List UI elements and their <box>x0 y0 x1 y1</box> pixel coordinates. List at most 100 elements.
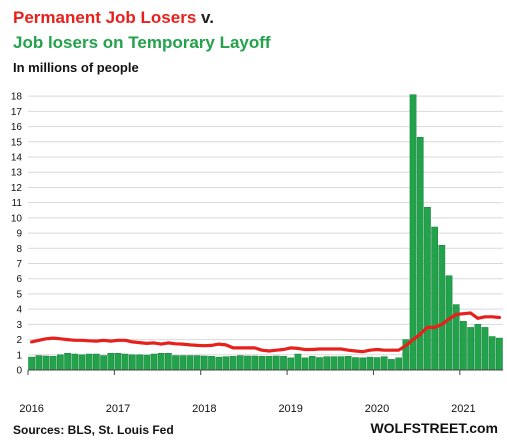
bar <box>460 321 467 371</box>
bar <box>179 355 187 371</box>
bar <box>143 354 151 371</box>
bar <box>222 356 230 371</box>
y-tick-label: 15 <box>11 137 23 148</box>
bar <box>93 353 100 371</box>
bar <box>57 354 64 371</box>
bar <box>474 324 482 371</box>
bar <box>49 356 57 371</box>
bar <box>488 336 496 371</box>
permanent-losers-series-line <box>30 311 501 354</box>
bar <box>265 356 273 371</box>
bar <box>330 356 338 371</box>
bar <box>236 355 244 371</box>
bar <box>409 94 417 371</box>
title-temporary-layoff: Job losers on Temporary Layoff <box>13 33 271 52</box>
bar <box>107 353 115 371</box>
x-tick-label: 2016 <box>19 403 43 415</box>
bar <box>294 353 302 371</box>
bar <box>64 353 71 371</box>
bar <box>287 357 295 371</box>
bar <box>35 355 43 371</box>
bar <box>280 356 287 371</box>
bar <box>496 337 503 371</box>
brand-watermark: WOLFSTREET.com <box>370 420 498 436</box>
y-tick-label: 7 <box>16 259 22 270</box>
y-tick-label: 5 <box>16 289 22 300</box>
x-tick-label: 2019 <box>278 403 302 415</box>
bar <box>316 357 323 371</box>
bar <box>366 356 374 371</box>
bar <box>71 353 79 371</box>
bar <box>229 356 237 371</box>
bar <box>352 357 359 371</box>
bar <box>424 206 431 371</box>
bar <box>258 356 266 371</box>
bar <box>251 355 259 371</box>
bar <box>150 353 158 371</box>
x-tick-label: 2020 <box>365 403 389 415</box>
bar <box>78 354 86 371</box>
bar <box>301 357 309 371</box>
bar <box>172 355 179 371</box>
bar <box>438 245 446 371</box>
x-axis-ticks <box>27 370 461 375</box>
bar <box>85 353 93 371</box>
y-tick-label: 10 <box>11 213 23 224</box>
bar <box>136 354 143 371</box>
x-tick-label: 2017 <box>106 403 130 415</box>
y-tick-label: 4 <box>16 305 22 316</box>
bar <box>200 355 208 371</box>
bar <box>215 356 223 371</box>
permanent-losers-line <box>30 311 501 354</box>
y-tick-label: 2 <box>16 335 22 346</box>
bar <box>100 355 107 371</box>
bar <box>121 353 129 371</box>
y-tick-label: 0 <box>16 366 22 377</box>
y-tick-label: 6 <box>16 274 22 285</box>
bar <box>129 354 136 371</box>
y-tick-label: 12 <box>11 183 23 194</box>
bar <box>359 357 367 371</box>
y-tick-label: 9 <box>16 229 22 240</box>
x-axis-labels: 2016 2017 2018 2019 2020 2021 <box>19 403 475 415</box>
bar <box>395 357 402 371</box>
x-tick-label: 2021 <box>451 403 475 415</box>
bar <box>244 355 251 371</box>
y-tick-label: 18 <box>11 92 23 103</box>
gridlines <box>28 95 503 356</box>
y-tick-label: 13 <box>11 168 23 179</box>
bar <box>186 355 194 371</box>
bar <box>388 359 395 371</box>
y-tick-label: 8 <box>16 244 22 255</box>
bar <box>373 357 381 371</box>
y-tick-label: 3 <box>16 320 22 331</box>
bar <box>114 353 122 371</box>
chart-title: Permanent Job Losers v. <box>13 8 214 28</box>
bar <box>28 356 35 371</box>
title-permanent-job-losers: Permanent Job Losers <box>13 8 197 27</box>
bar <box>323 356 331 371</box>
bar <box>193 355 201 371</box>
x-tick-label: 2018 <box>192 403 216 415</box>
bar <box>445 275 453 371</box>
bar <box>42 355 50 371</box>
bar <box>157 353 165 371</box>
bar <box>344 356 352 371</box>
chart-subtitle: In millions of people <box>13 60 139 75</box>
bar <box>208 356 215 371</box>
y-tick-label: 16 <box>11 122 23 133</box>
bar <box>431 226 438 371</box>
y-tick-label: 14 <box>11 153 23 164</box>
y-tick-label: 17 <box>11 107 23 118</box>
bar <box>272 355 280 371</box>
title-versus: v. <box>201 8 214 27</box>
source-note: Sources: BLS, St. Louis Fed <box>13 423 174 437</box>
y-tick-label: 11 <box>12 198 23 209</box>
bar <box>481 327 489 371</box>
bar <box>164 353 172 371</box>
bar <box>467 327 474 371</box>
bar <box>337 356 345 371</box>
y-tick-label: 1 <box>16 350 22 361</box>
